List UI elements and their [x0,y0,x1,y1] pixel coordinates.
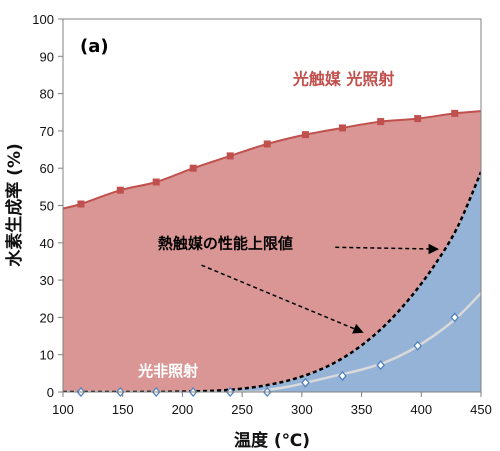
photo-point-9 [414,115,422,123]
photo-point-3 [189,164,197,172]
dark-point-8 [376,360,386,371]
y-tick-label-8: 80 [40,87,54,102]
photo-point-7 [338,124,346,132]
x-tick-label-1: 150 [112,402,134,417]
photo-point-2 [152,178,160,186]
x-tick-label-2: 200 [172,402,194,417]
annotation-1-arrow-1 [201,264,364,334]
annotation-1-arrow-0 [335,243,440,255]
photo-point-4 [226,152,234,160]
x-tick-label-0: 100 [52,402,74,417]
annotation-0: 光触媒 光照射 [292,69,395,88]
y-tick-label-6: 60 [40,161,54,176]
dark-point-9 [413,340,423,351]
y-tick-label-2: 20 [40,310,54,325]
x-tick-label-5: 350 [351,402,373,417]
annotation-2: 光非照射 [137,362,198,380]
y-tick-label-5: 50 [40,199,54,214]
dark-point-10 [450,312,460,323]
x-tick-label-3: 250 [231,402,253,417]
dark-point-6 [301,377,310,388]
axes: 100 150 200 250 300 350 400 450 0 10 20 30 40 50 60 70 8… [32,12,492,417]
x-tick-label-6: 400 [410,402,432,417]
y-tick-label-10: 100 [32,12,54,27]
dark-point-7 [338,370,347,381]
x-tick-label-7: 450 [470,402,492,417]
annotation-1: 熱触媒の性能上限値 [158,234,293,252]
y-tick-label-4: 40 [40,236,54,251]
x-axis-title: 温度 (℃) [234,430,310,451]
photo-point-5 [263,140,271,148]
photo-point-8 [377,118,385,126]
y-tick-label-7: 70 [40,124,54,139]
photo-irradiation-area [63,111,481,392]
photo-point-0 [77,200,85,208]
photo-point-6 [301,131,309,139]
y-tick-label-9: 90 [40,49,54,64]
y-axis-title: 水素生成率 (%) [4,143,25,267]
thermal-limit-line [63,171,481,392]
y-tick-label-3: 30 [40,273,54,288]
y-tick-label-0: 0 [47,385,54,400]
photo-point-10 [451,109,459,117]
panel-label: (a) [80,36,109,57]
y-tick-label-1: 10 [40,348,54,363]
x-tick-label-4: 300 [291,402,313,417]
photo-point-1 [116,186,124,194]
thermal-limit-area [63,171,481,392]
